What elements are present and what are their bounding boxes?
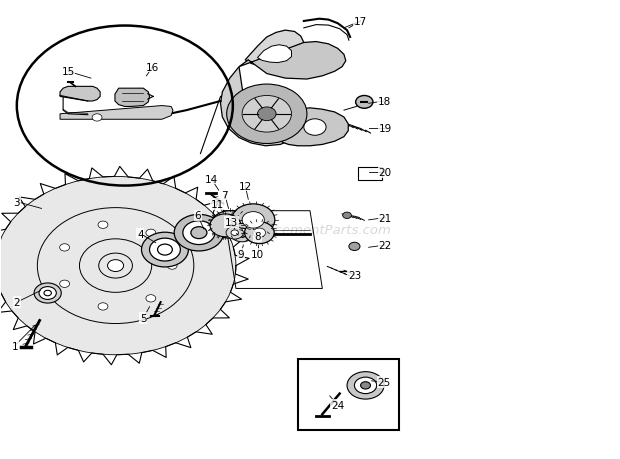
Circle shape — [60, 280, 69, 288]
Circle shape — [349, 243, 360, 251]
Polygon shape — [279, 109, 348, 146]
Circle shape — [356, 96, 373, 109]
Circle shape — [146, 295, 156, 302]
Circle shape — [232, 204, 275, 236]
Text: 14: 14 — [205, 174, 218, 185]
Text: 25: 25 — [378, 377, 391, 387]
Text: 16: 16 — [146, 62, 159, 73]
Text: 18: 18 — [378, 97, 391, 107]
Text: 17: 17 — [354, 17, 367, 27]
Circle shape — [98, 222, 108, 229]
Text: 21: 21 — [379, 213, 392, 223]
Circle shape — [44, 291, 51, 296]
Circle shape — [257, 108, 276, 121]
Text: 20: 20 — [379, 168, 392, 178]
Circle shape — [355, 377, 377, 394]
Circle shape — [211, 211, 248, 239]
Text: 22: 22 — [379, 241, 392, 251]
Polygon shape — [60, 87, 100, 102]
Text: 2: 2 — [14, 297, 20, 308]
Text: 13: 13 — [225, 218, 238, 228]
Text: 3: 3 — [14, 197, 20, 207]
Text: 5: 5 — [140, 313, 147, 324]
Text: eReplacementParts.com: eReplacementParts.com — [229, 223, 391, 236]
Circle shape — [98, 303, 108, 310]
Text: 10: 10 — [251, 250, 264, 260]
Text: 15: 15 — [61, 67, 74, 77]
Circle shape — [174, 215, 224, 252]
Text: 7: 7 — [221, 190, 228, 200]
Bar — [298, 359, 399, 430]
Circle shape — [60, 244, 69, 252]
Text: 4: 4 — [137, 229, 144, 239]
Polygon shape — [239, 42, 346, 80]
Circle shape — [231, 230, 239, 236]
Circle shape — [361, 382, 371, 389]
Text: 8: 8 — [254, 231, 261, 241]
Polygon shape — [221, 67, 305, 146]
Text: 11: 11 — [211, 199, 224, 209]
Circle shape — [39, 287, 56, 300]
Polygon shape — [245, 31, 304, 68]
Circle shape — [242, 96, 291, 133]
Circle shape — [107, 260, 123, 272]
Circle shape — [210, 214, 241, 237]
Circle shape — [146, 230, 156, 237]
Circle shape — [227, 85, 307, 144]
Circle shape — [191, 227, 207, 239]
Circle shape — [141, 233, 188, 267]
Text: 6: 6 — [194, 211, 201, 221]
Circle shape — [253, 229, 265, 238]
Circle shape — [157, 245, 172, 256]
Text: 23: 23 — [348, 270, 361, 280]
Circle shape — [149, 239, 180, 262]
Circle shape — [347, 372, 384, 399]
Circle shape — [236, 229, 248, 238]
Circle shape — [343, 213, 352, 219]
Text: 1: 1 — [12, 341, 18, 351]
Polygon shape — [115, 89, 149, 107]
Circle shape — [0, 177, 236, 355]
Polygon shape — [60, 106, 173, 120]
Circle shape — [92, 115, 102, 122]
Text: 19: 19 — [379, 124, 392, 134]
Circle shape — [167, 263, 177, 269]
Text: 12: 12 — [239, 181, 252, 191]
Circle shape — [244, 222, 274, 244]
Circle shape — [304, 119, 326, 136]
Text: 24: 24 — [331, 400, 344, 410]
Circle shape — [183, 221, 215, 245]
Circle shape — [34, 283, 61, 303]
Circle shape — [230, 224, 254, 242]
Polygon shape — [257, 45, 291, 63]
Text: 9: 9 — [237, 250, 244, 260]
Circle shape — [242, 212, 264, 229]
Circle shape — [226, 227, 243, 240]
Bar — [358, 168, 381, 180]
